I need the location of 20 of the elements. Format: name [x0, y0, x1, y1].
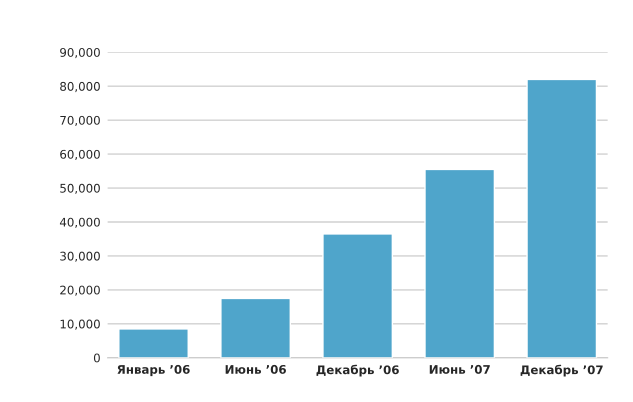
bar	[220, 298, 291, 358]
y-tick-label: 20,000	[60, 286, 100, 296]
x-tick-label: Июнь ’07	[430, 364, 490, 374]
bar	[322, 233, 394, 358]
y-tick-label: 40,000	[60, 218, 100, 228]
y-tick-label: 80,000	[60, 82, 100, 92]
y-tick-label: 90,000	[60, 48, 100, 58]
bar	[526, 78, 598, 358]
x-tick-label: Декабрь ’06	[316, 364, 399, 377]
x-tick-label: Январь ’06	[117, 364, 190, 376]
x-tick-label: Декабрь ’07	[520, 364, 603, 377]
y-tick-label: 10,000	[60, 320, 100, 330]
x-tick-label: Июнь ’06	[226, 364, 286, 374]
y-tick-label: 70,000	[60, 116, 100, 126]
y-tick-label: 30,000	[60, 252, 100, 262]
bar	[424, 168, 496, 358]
y-tick-label: 60,000	[60, 150, 100, 160]
bar	[118, 328, 189, 358]
y-tick-label: 0	[94, 354, 100, 362]
y-tick-label: 50,000	[60, 184, 100, 194]
